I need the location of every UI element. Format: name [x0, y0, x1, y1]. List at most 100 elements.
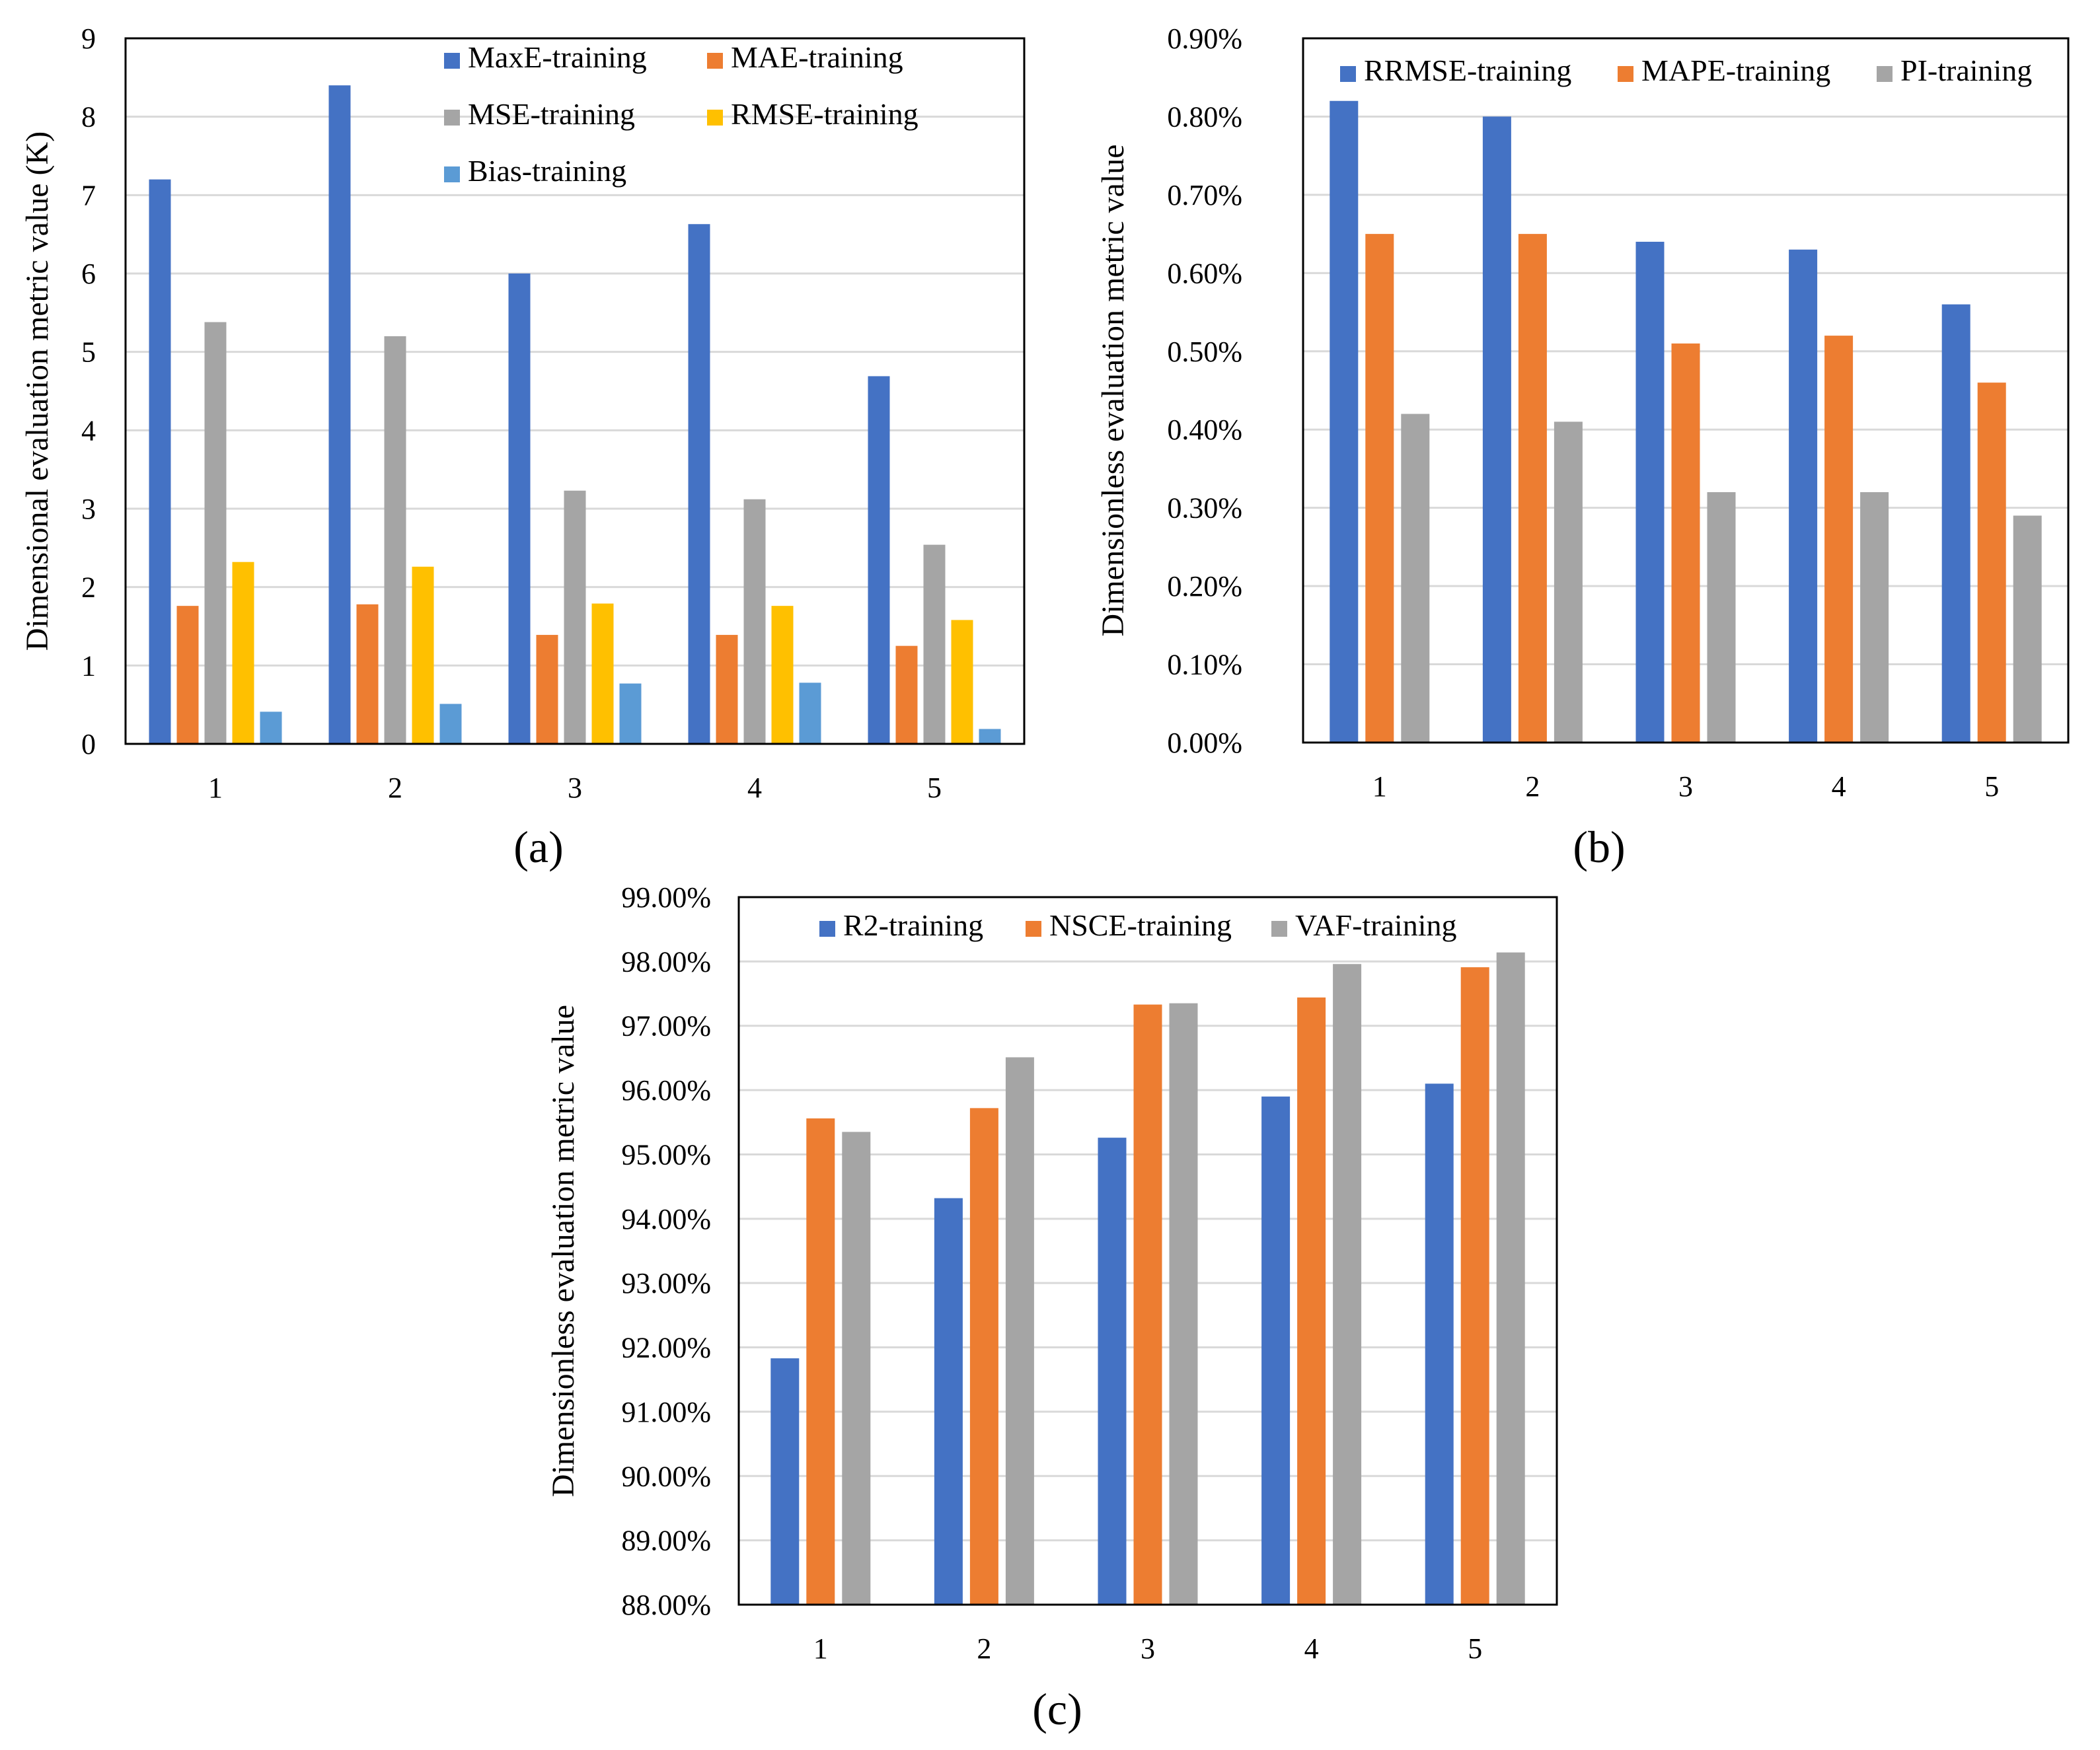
bar-mse-training-5: [923, 544, 946, 744]
bar-maxe-training-3: [508, 273, 531, 744]
x-tick-label-a-0: 1: [208, 772, 223, 804]
y-tick-label-c-8: 96.00%: [621, 1074, 711, 1107]
x-tick-label-c-2: 3: [1141, 1632, 1155, 1665]
legend-label-bias-training: Bias-training: [468, 154, 626, 188]
bar-vaf-training-5: [1496, 952, 1525, 1605]
x-tick-label-b-3: 4: [1832, 770, 1846, 803]
legend-swatch-vaf-training: [1271, 921, 1287, 937]
y-tick-label-b-1: 0.10%: [1167, 649, 1242, 681]
bar-nsce-training-2: [969, 1108, 998, 1605]
y-tick-label-b-2: 0.20%: [1167, 570, 1242, 602]
legend-label-maxe-training: MaxE-training: [468, 40, 647, 74]
y-axis-title-b: Dimensionless evaluation metric value: [1096, 144, 1131, 636]
bar-mape-training-4: [1824, 336, 1854, 743]
bar-vaf-training-1: [842, 1132, 871, 1605]
bar-rrmse-training-1: [1330, 100, 1359, 743]
bar-bias-training-1: [260, 711, 282, 744]
bar-pi-training-2: [1554, 421, 1583, 743]
bar-rrmse-training-2: [1482, 116, 1511, 743]
legend-swatch-pi-training: [1877, 66, 1893, 82]
bar-mse-training-2: [384, 336, 406, 744]
panel-label-c: (c): [1032, 1684, 1082, 1734]
bar-pi-training-4: [1860, 492, 1889, 743]
y-tick-label-c-2: 90.00%: [621, 1460, 711, 1492]
y-tick-label-c-10: 98.00%: [621, 945, 711, 978]
y-tick-label-a-2: 2: [81, 571, 96, 604]
x-tick-label-c-4: 5: [1468, 1632, 1482, 1665]
legend-swatch-nsce-training: [1026, 921, 1041, 937]
y-tick-label-a-9: 9: [81, 22, 96, 55]
bar-rmse-training-3: [591, 603, 614, 744]
legend-swatch-r2-training: [819, 921, 835, 937]
legend-swatch-rmse-training: [707, 110, 723, 126]
x-tick-label-b-0: 1: [1372, 770, 1387, 803]
bar-vaf-training-3: [1169, 1003, 1198, 1605]
bar-bias-training-4: [799, 682, 821, 744]
bar-mse-training-1: [204, 322, 227, 744]
y-axis-title-a: Dimensional evaluation metric value (K): [20, 131, 55, 651]
panel-b-chart: 0.00% 0.10% 0.20% 0.30% 0.40% 0.50% 0.60% 0.70%…: [1096, 22, 2070, 872]
legend-label-mape-training: MAPE-training: [1641, 54, 1830, 87]
legend-label-rmse-training: RMSE-training: [731, 97, 919, 131]
bar-bias-training-2: [439, 704, 462, 744]
y-tick-label-c-4: 92.00%: [621, 1332, 711, 1364]
bar-rrmse-training-5: [1941, 304, 1970, 743]
x-tick-label-a-1: 2: [388, 772, 402, 804]
y-tick-label-c-5: 93.00%: [621, 1267, 711, 1299]
y-tick-label-a-5: 5: [81, 336, 96, 369]
bar-mae-training-3: [536, 635, 558, 744]
bar-mse-training-4: [743, 499, 766, 744]
bar-mae-training-2: [356, 604, 379, 744]
y-tick-label-b-3: 0.30%: [1167, 492, 1242, 525]
x-tick-label-b-2: 3: [1678, 770, 1693, 803]
bar-vaf-training-2: [1005, 1057, 1034, 1605]
legend-swatch-mse-training: [444, 110, 460, 126]
x-tick-label-c-1: 2: [977, 1632, 991, 1665]
x-tick-label-a-2: 3: [568, 772, 582, 804]
x-tick-label-b-4: 5: [1984, 770, 1999, 803]
bar-mape-training-3: [1671, 343, 1700, 743]
plot-frame-a: [124, 37, 1026, 745]
y-tick-label-c-0: 88.00%: [621, 1589, 711, 1621]
bar-rrmse-training-4: [1789, 249, 1818, 743]
bar-mse-training-3: [564, 490, 586, 744]
plot-frame-c: [737, 896, 1558, 1606]
bar-maxe-training-4: [688, 224, 710, 744]
bar-mape-training-5: [1977, 383, 2006, 743]
x-tick-label-a-4: 5: [927, 772, 942, 804]
bar-vaf-training-4: [1333, 964, 1362, 1605]
y-tick-label-b-5: 0.50%: [1167, 336, 1242, 368]
bar-bias-training-5: [979, 729, 1001, 744]
y-tick-label-a-1: 1: [81, 649, 96, 682]
y-tick-label-b-6: 0.60%: [1167, 257, 1242, 289]
y-tick-label-b-4: 0.40%: [1167, 414, 1242, 446]
bar-rmse-training-5: [951, 620, 973, 744]
legend-label-rrmse-training: RRMSE-training: [1364, 54, 1571, 87]
x-tick-label-c-3: 4: [1304, 1632, 1319, 1665]
legend-label-pi-training: PI-training: [1900, 54, 2032, 87]
bar-r2-training-2: [934, 1198, 963, 1605]
y-tick-label-a-7: 7: [81, 179, 96, 211]
legend-swatch-mae-training: [707, 53, 723, 69]
bar-rmse-training-1: [232, 562, 254, 744]
bar-bias-training-3: [619, 683, 642, 744]
y-tick-label-c-9: 97.00%: [621, 1010, 711, 1042]
y-tick-label-c-11: 99.00%: [621, 881, 711, 914]
bar-maxe-training-5: [868, 376, 890, 744]
panel-label-a: (a): [513, 822, 563, 872]
bar-mae-training-4: [716, 635, 738, 744]
legend-label-r2-training: R2-training: [843, 908, 983, 942]
legend-label-nsce-training: NSCE-training: [1049, 908, 1232, 942]
y-tick-label-c-6: 94.00%: [621, 1203, 711, 1235]
y-tick-label-b-7: 0.70%: [1167, 179, 1242, 211]
y-tick-label-a-6: 6: [81, 258, 96, 290]
bar-rmse-training-4: [771, 606, 794, 744]
y-axis-title-c: Dimensionless evaluation metric value: [546, 1005, 581, 1497]
y-tick-label-b-9: 0.90%: [1167, 22, 1242, 55]
legend-label-mse-training: MSE-training: [468, 97, 635, 131]
bar-mae-training-1: [176, 606, 199, 744]
y-tick-label-a-8: 8: [81, 101, 96, 133]
y-tick-label-b-8: 0.80%: [1167, 100, 1242, 133]
bar-mape-training-1: [1365, 234, 1394, 743]
